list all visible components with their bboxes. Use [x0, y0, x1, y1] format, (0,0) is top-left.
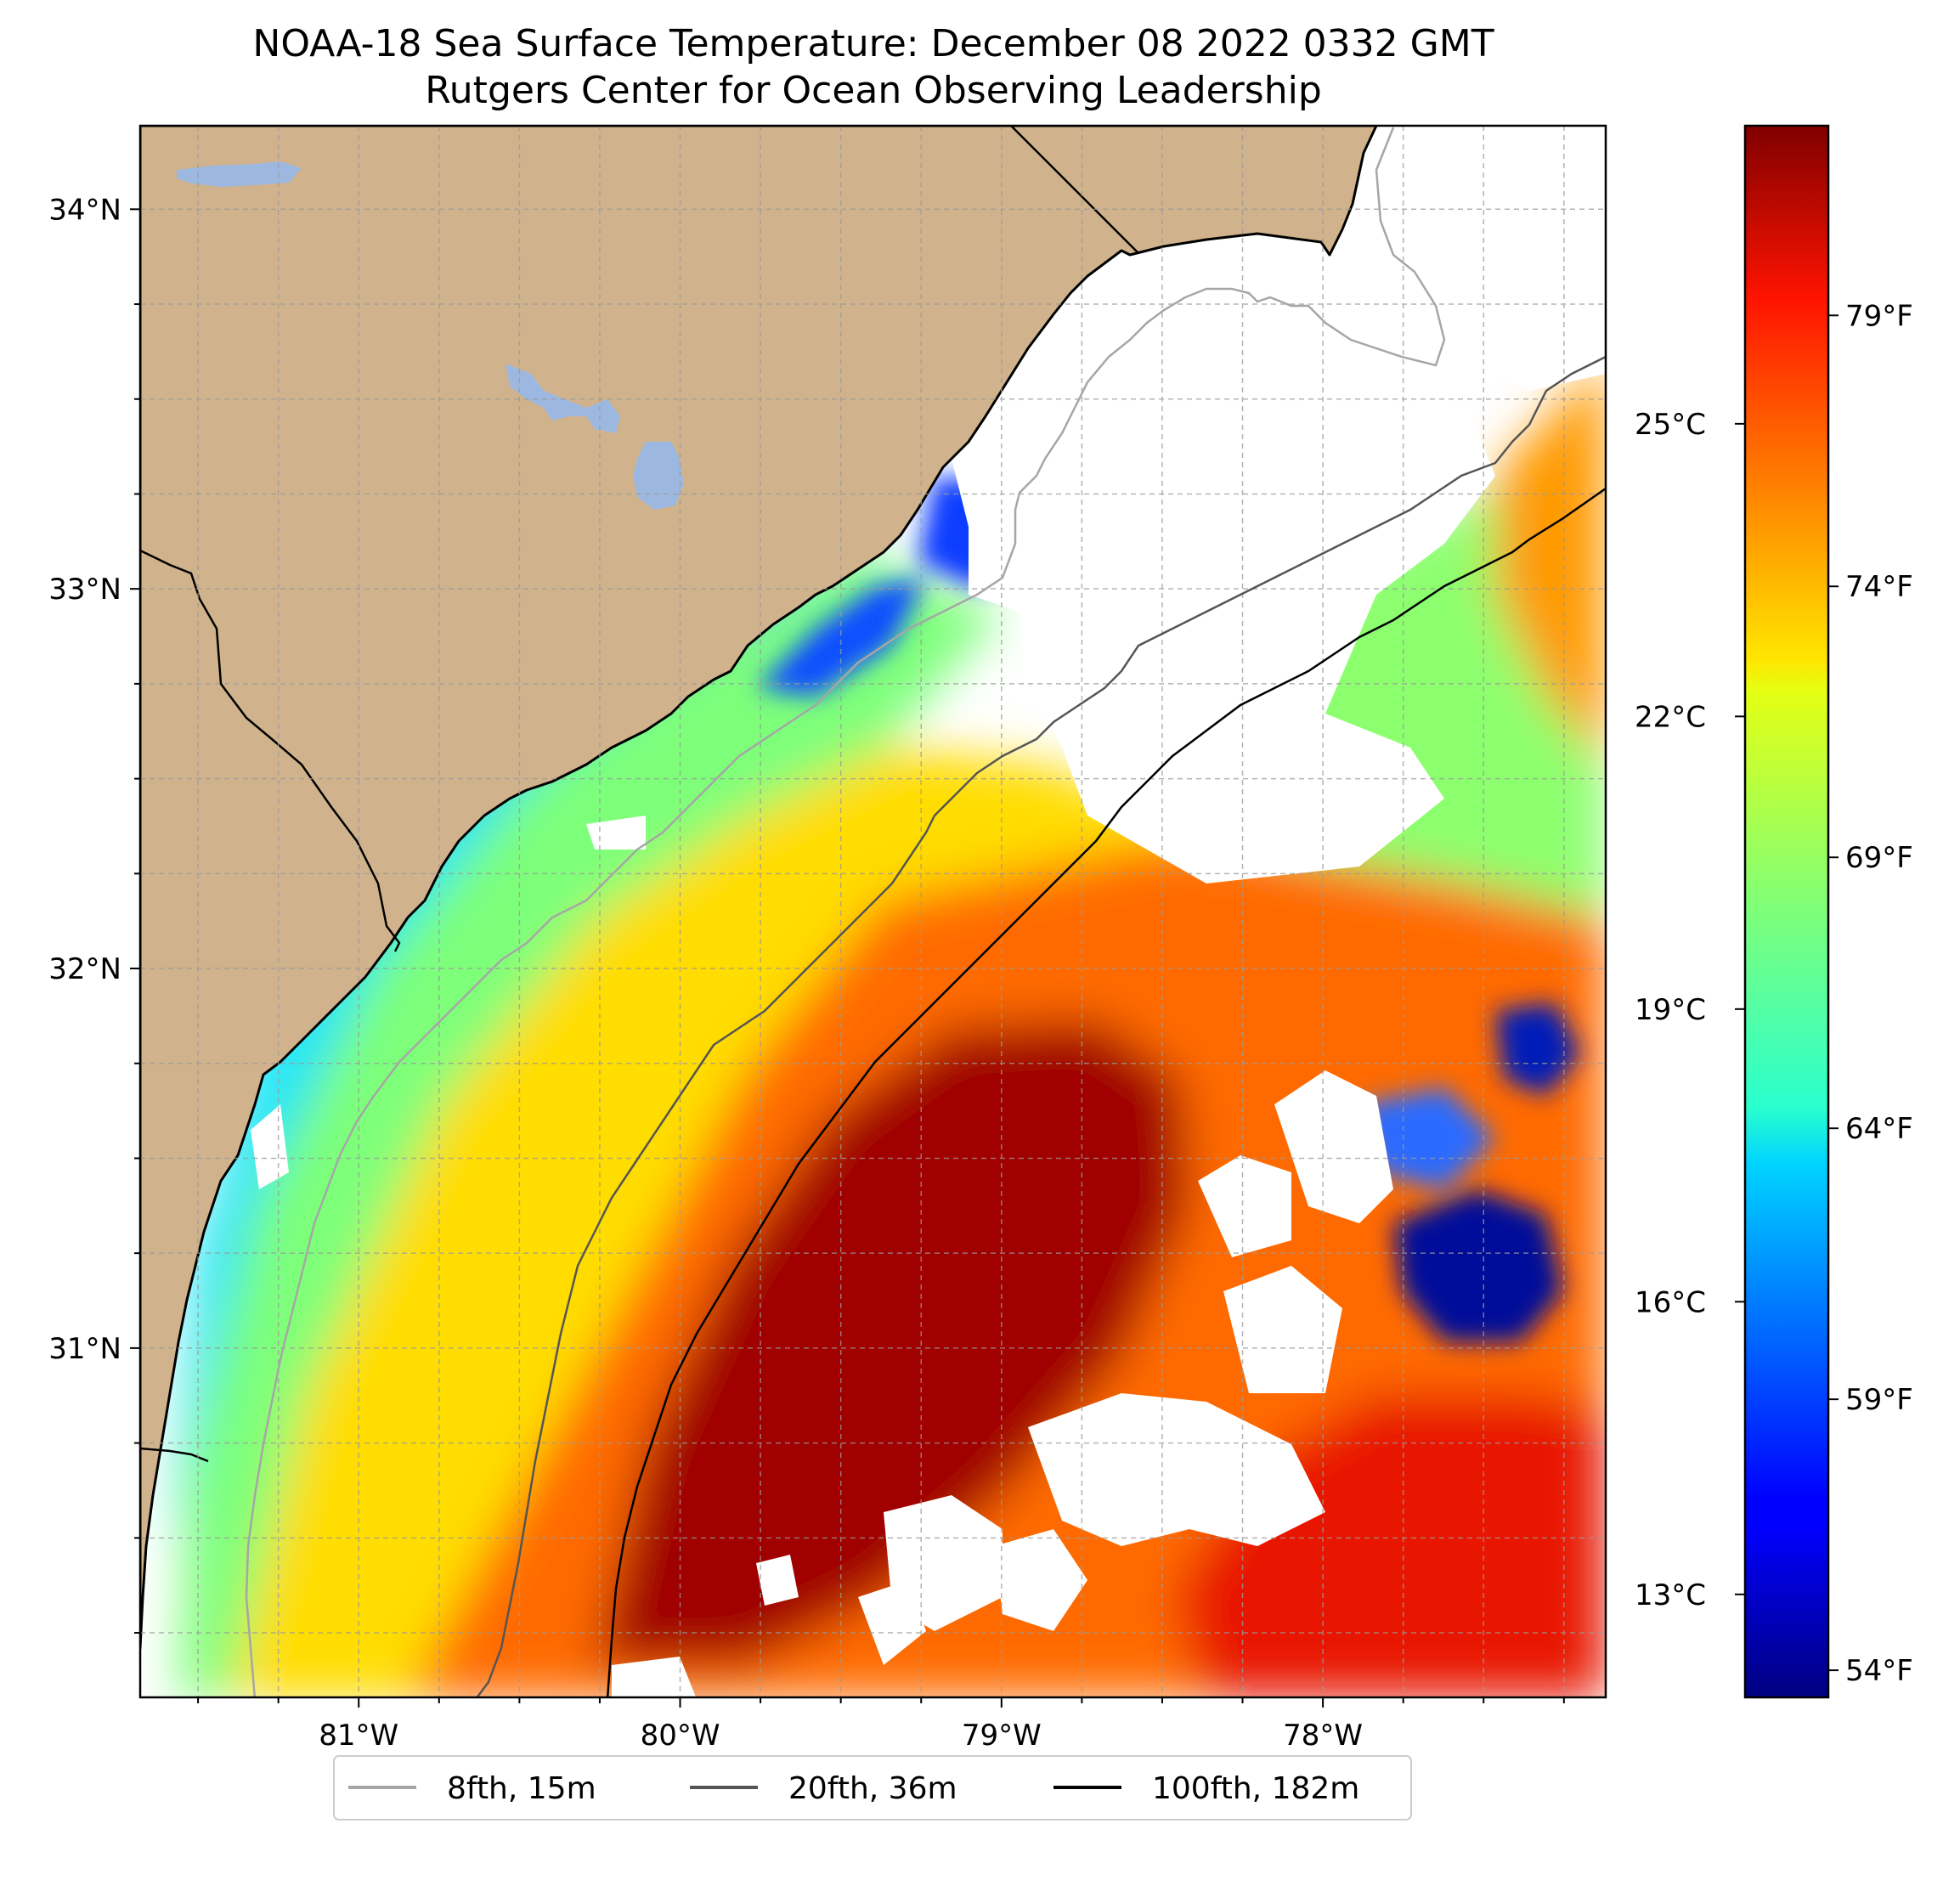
- cloud-mask-north-2: [1393, 212, 1606, 391]
- celsius-tick-label: 13°C: [1635, 1578, 1706, 1612]
- longitude-axis: 81°W 80°W 79°W 78°W: [197, 1697, 1565, 1753]
- cloud-mask-south-5: [756, 1555, 799, 1606]
- fahrenheit-tick-label: 64°F: [1845, 1112, 1913, 1146]
- temperature-colorbar: 25°C 22°C 19°C 16°C 13°C 79°F 74°F 69°F 64°F 59°…: [1635, 124, 1913, 1699]
- cloud-mask-nearshore: [586, 816, 646, 850]
- sst-blue-patch-coast: [756, 578, 926, 697]
- sst-orange-northeast: [1495, 357, 1606, 765]
- celsius-tick-label: 16°C: [1635, 1285, 1706, 1319]
- fahrenheit-tick-label: 79°F: [1845, 299, 1913, 333]
- chart-title-line-2: Rutgers Center for Ocean Observing Leade…: [425, 69, 1322, 112]
- lake-north: [177, 161, 302, 187]
- lon-tick-label: 79°W: [962, 1719, 1042, 1753]
- cloud-mask-south-3: [994, 1529, 1087, 1631]
- cloud-mask-east-2: [1198, 1155, 1291, 1257]
- colorbar-fahrenheit-ticks: 79°F 74°F 69°F 64°F 59°F 54°F: [1828, 299, 1913, 1688]
- state-border-ga-fl: [140, 1447, 209, 1463]
- cloud-mask-north: [952, 221, 1495, 884]
- cloud-mask-east-1: [1274, 1070, 1393, 1223]
- lat-tick-label: 31°N: [48, 1332, 121, 1366]
- sst-dark-red-core: [595, 1019, 1189, 1665]
- lat-tick-label: 33°N: [48, 573, 121, 607]
- sst-navy-patch-east: [1393, 1189, 1563, 1342]
- cloud-mask-south-2: [858, 1580, 926, 1665]
- land-coastline: [140, 126, 1378, 1650]
- celsius-tick-label: 19°C: [1635, 993, 1706, 1027]
- cloud-mask-south-4: [612, 1657, 697, 1697]
- lat-tick-label: 32°N: [48, 952, 121, 986]
- colorbar-celsius-ticks: 25°C 22°C 19°C 16°C 13°C: [1635, 408, 1745, 1612]
- lon-tick-label: 80°W: [641, 1719, 720, 1753]
- fahrenheit-tick-label: 54°F: [1845, 1654, 1913, 1688]
- legend-label-8fth: 8fth, 15m: [447, 1771, 596, 1806]
- fahrenheit-tick-label: 69°F: [1845, 841, 1913, 875]
- cloud-mask-southeast: [1028, 1393, 1325, 1546]
- chart-title-line-1: NOAA-18 Sea Surface Temperature: Decembe…: [252, 22, 1494, 65]
- lat-tick-label: 34°N: [48, 193, 121, 227]
- contour-20fth-36m: [475, 355, 1606, 1697]
- colorbar-gradient: [1743, 124, 1830, 1699]
- cloud-masks: [251, 212, 1606, 1697]
- legend-label-20fth: 20fth, 36m: [788, 1771, 957, 1806]
- cloud-mask-coast: [251, 1104, 289, 1189]
- legend-label-100fth: 100fth, 182m: [1152, 1771, 1359, 1806]
- state-border-sc-nc: [1010, 126, 1139, 254]
- lon-tick-label: 78°W: [1283, 1719, 1363, 1753]
- fahrenheit-tick-label: 59°F: [1845, 1383, 1913, 1417]
- cloud-mask-east-3: [1223, 1266, 1342, 1393]
- sst-blue-streaks-east: [1359, 1087, 1495, 1189]
- contour-legend: 8fth, 15m 20fth, 36m 100fth, 182m: [333, 1755, 1412, 1821]
- contour-8fth-15m: [245, 127, 1446, 1697]
- fahrenheit-tick-label: 74°F: [1845, 570, 1913, 604]
- map-gridlines: [140, 126, 1606, 1697]
- latitude-axis: 34°N 33°N 32°N 31°N: [48, 193, 140, 1634]
- celsius-tick-label: 25°C: [1635, 408, 1706, 442]
- lake-moultrie: [633, 442, 684, 510]
- sst-field: [170, 212, 1606, 1697]
- sst-navy-patch-east-2: [1495, 1002, 1580, 1096]
- celsius-tick-label: 22°C: [1635, 700, 1706, 734]
- state-border-sc-ga: [140, 549, 401, 952]
- contour-100fth-182m: [606, 487, 1606, 1697]
- map-frame: [138, 124, 1607, 1699]
- legend-box: [333, 1755, 1412, 1821]
- sst-map: [140, 126, 1606, 1697]
- lon-tick-label: 81°W: [319, 1719, 398, 1753]
- sst-green-zone: [178, 552, 1003, 1697]
- sst-yellow-zone: [229, 748, 1206, 1697]
